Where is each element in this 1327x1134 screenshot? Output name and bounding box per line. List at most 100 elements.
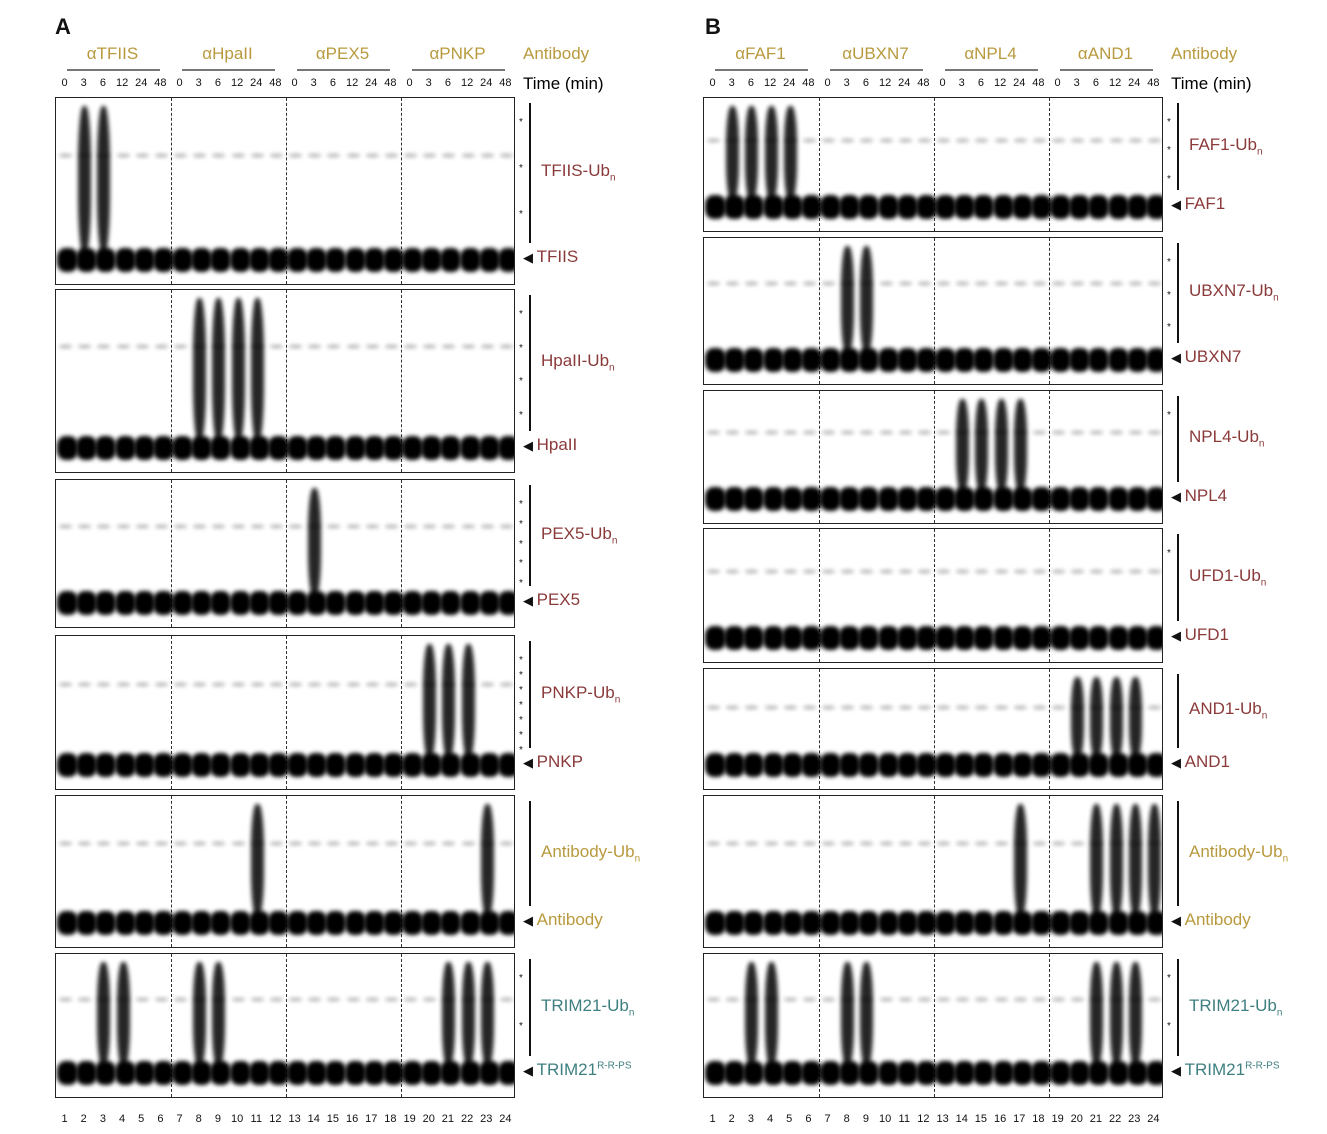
lane-divider: [171, 98, 172, 284]
main-band: [1069, 195, 1091, 219]
main-band: [363, 591, 385, 615]
arrowhead-icon: ◀: [1171, 197, 1185, 212]
bracket-line: [529, 103, 531, 243]
timepoint-label: 0: [61, 77, 68, 89]
main-band: [114, 436, 136, 460]
protein-label-text: TFIIS: [536, 247, 579, 266]
main-band: [839, 348, 861, 372]
antibody-label: αNPL4: [964, 44, 1017, 63]
main-band: [877, 1061, 899, 1085]
main-band: [267, 436, 289, 460]
main-band: [743, 487, 765, 511]
main-band: [839, 626, 861, 650]
nonspecific-asterisk: *: [1167, 410, 1171, 421]
main-band: [954, 626, 976, 650]
background-band: [822, 282, 836, 286]
ubiquitin-smear: [745, 106, 759, 201]
main-band: [497, 591, 514, 615]
background-band: [212, 682, 226, 686]
ubiquitinated-label: Antibody-Ubn: [541, 842, 640, 864]
protein-label: ◀ NPL4: [1171, 486, 1227, 506]
main-band: [1030, 626, 1052, 650]
main-band: [95, 1061, 117, 1085]
main-band: [858, 911, 880, 935]
main-band: [973, 626, 995, 650]
ub-label-text: NPL4-Ub: [1189, 427, 1259, 446]
background-band: [879, 997, 893, 1001]
background-band: [78, 345, 92, 349]
main-band: [935, 911, 957, 935]
lane-number: 4: [767, 1113, 774, 1125]
background-band: [384, 997, 398, 1001]
main-band: [478, 1061, 500, 1085]
background-band: [860, 705, 874, 709]
main-band: [287, 1061, 309, 1085]
main-band: [497, 436, 514, 460]
background-band: [860, 431, 874, 435]
background-band: [289, 345, 303, 349]
background-band: [116, 841, 130, 845]
main-band: [1050, 348, 1072, 372]
lane-number: 2: [80, 1113, 87, 1125]
ubiquitin-smear: [193, 298, 207, 442]
protein-label: ◀ AND1: [1171, 752, 1230, 772]
main-band: [954, 1061, 976, 1085]
background-band: [1052, 282, 1066, 286]
antibody-label: αUBXN7: [842, 44, 909, 63]
main-band: [1050, 487, 1072, 511]
bracket-line: [1177, 534, 1179, 621]
background-band: [346, 997, 360, 1001]
main-band: [896, 626, 918, 650]
timepoint-label: 12: [993, 77, 1007, 89]
background-band: [1090, 431, 1104, 435]
main-band: [839, 911, 861, 935]
ubiquitinated-label: NPL4-Ubn: [1189, 427, 1264, 449]
lane-divider: [819, 238, 820, 384]
main-band: [781, 487, 803, 511]
main-band: [478, 591, 500, 615]
background-band: [975, 569, 989, 573]
main-band: [114, 1061, 136, 1085]
main-band: [152, 911, 174, 935]
background-band: [1013, 282, 1027, 286]
main-band: [743, 626, 765, 650]
main-band: [210, 753, 232, 777]
background-band: [365, 345, 379, 349]
timepoint-label: 48: [384, 77, 397, 89]
ubiquitin-smear: [1128, 962, 1142, 1067]
main-band: [915, 626, 937, 650]
background-band: [289, 524, 303, 528]
background-band: [975, 997, 989, 1001]
main-band: [306, 436, 328, 460]
main-band: [191, 436, 213, 460]
ubiquitin-smear: [1128, 804, 1142, 917]
background-band: [764, 705, 778, 709]
main-band: [76, 911, 98, 935]
timepoint-label: 48: [917, 77, 930, 89]
lane-number: 2: [728, 1113, 735, 1125]
main-band: [743, 911, 765, 935]
lane-divider: [934, 954, 935, 1097]
background-band: [135, 997, 149, 1001]
lane-number: 6: [157, 1113, 164, 1125]
main-band: [820, 487, 842, 511]
background-band: [327, 524, 341, 528]
main-band: [459, 1061, 481, 1085]
background-band: [269, 997, 283, 1001]
western-blot-faf1: [703, 97, 1163, 232]
arrowhead-icon: ◀: [1171, 913, 1185, 928]
background-band: [97, 841, 111, 845]
lane-number: 4: [119, 1113, 126, 1125]
background-band: [346, 682, 360, 686]
main-band: [344, 1061, 366, 1085]
main-band: [781, 1061, 803, 1085]
main-band: [287, 248, 309, 272]
main-band: [344, 591, 366, 615]
background-band: [135, 841, 149, 845]
background-band: [59, 997, 73, 1001]
main-band: [76, 1061, 98, 1085]
main-band: [800, 1061, 822, 1085]
main-band: [478, 753, 500, 777]
main-band: [724, 487, 746, 511]
timepoint-label: 48: [1147, 77, 1160, 89]
